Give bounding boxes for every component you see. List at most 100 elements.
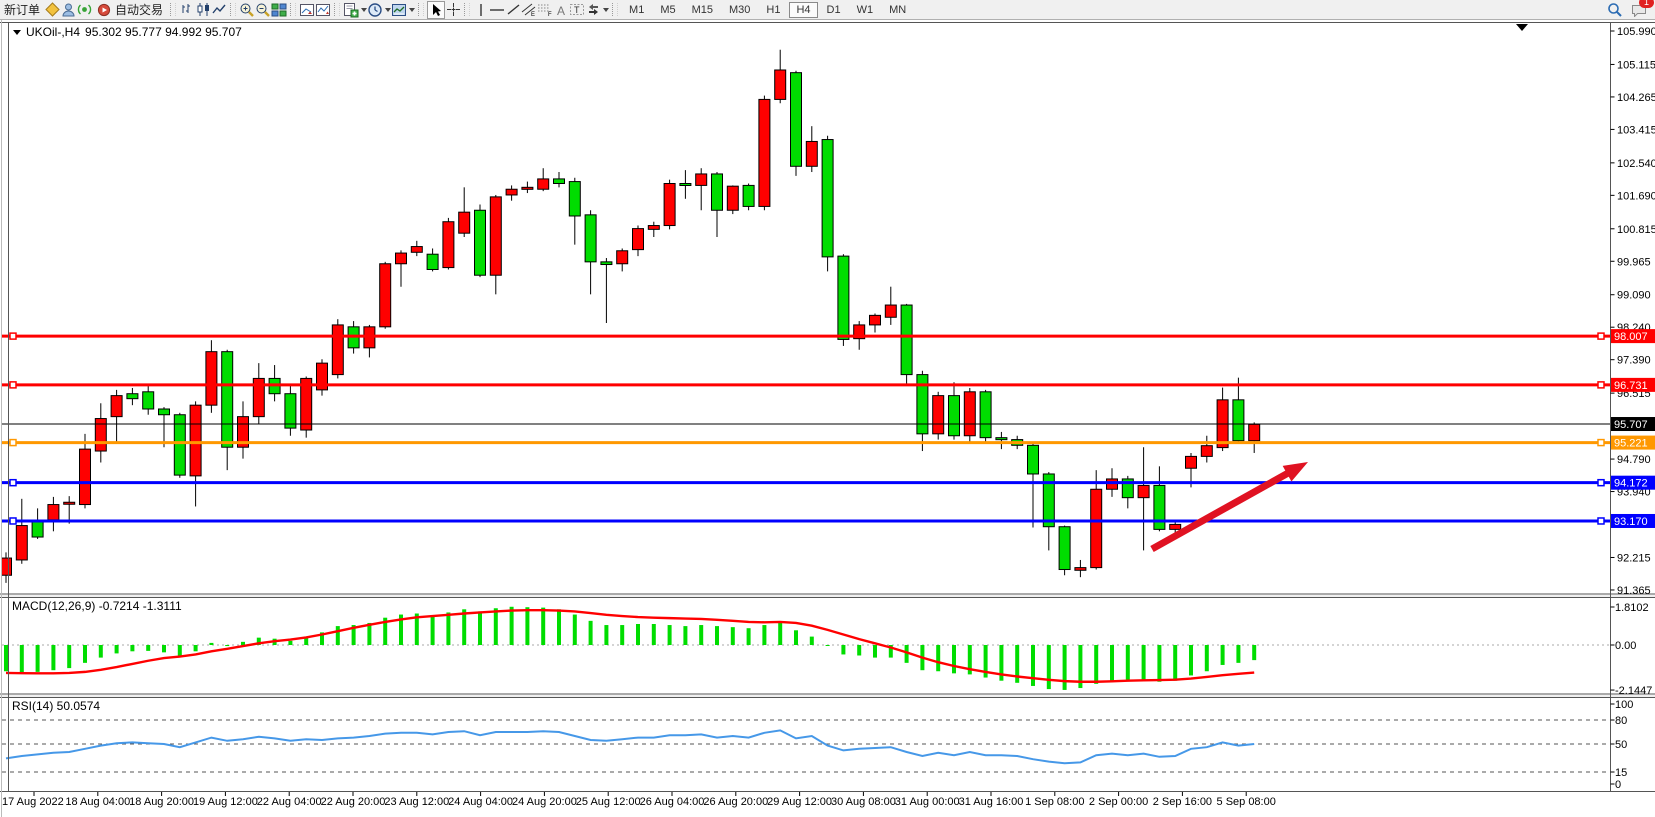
period-dropdown-caret[interactable] [385,7,392,12]
svg-text:1.8102: 1.8102 [1615,602,1649,614]
text-tool-icon[interactable]: A [553,2,569,18]
trendline-tool-icon[interactable] [505,2,521,18]
crosshair-icon[interactable] [445,2,461,18]
svg-text:31 Aug 16:00: 31 Aug 16:00 [959,796,1024,808]
timeframe-mn[interactable]: MN [882,2,913,18]
svg-text:24 Aug 04:00: 24 Aug 04:00 [448,796,513,808]
svg-text:99.965: 99.965 [1617,256,1651,268]
horizontal-line-tool-icon[interactable] [489,2,505,18]
zoom-in-icon[interactable] [239,2,255,18]
svg-text:103.415: 103.415 [1617,124,1655,136]
svg-text:23 Aug 12:00: 23 Aug 12:00 [384,796,449,808]
toolbar-grip [290,3,297,16]
timeframe-m5[interactable]: M5 [653,2,682,18]
autotrade-button[interactable]: 自动交易 [92,1,167,18]
svg-text:97.390: 97.390 [1617,355,1651,367]
chart-ohlc-values: 95.302 95.777 94.992 95.707 [85,25,242,39]
chart-window-icon[interactable] [299,2,315,18]
hline-handle [1597,438,1605,447]
svg-text:18 Aug 04:00: 18 Aug 04:00 [65,796,130,808]
coin-icon[interactable] [44,2,60,18]
svg-text:T: T [574,5,580,15]
search-icon[interactable] [1607,2,1623,18]
period-clock-icon[interactable] [367,2,383,18]
notification-badge: 1 [1639,0,1654,8]
indicator-window-icon[interactable] [315,2,331,18]
svg-text:-2.1447: -2.1447 [1615,685,1652,697]
vertical-line-tool-icon[interactable] [473,2,489,18]
timeframe-w1[interactable]: W1 [850,2,881,18]
svg-text:31 Aug 00:00: 31 Aug 00:00 [895,796,960,808]
notifications-chat-icon[interactable]: 1 [1631,0,1654,18]
add-indicator-icon[interactable] [343,2,359,18]
hline-handle [1597,332,1605,340]
svg-text:93.170: 93.170 [1614,516,1648,528]
svg-text:19 Aug 12:00: 19 Aug 12:00 [193,796,258,808]
hline-handle [1597,478,1605,487]
svg-text:30 Aug 08:00: 30 Aug 08:00 [831,796,896,808]
hline-handle [9,332,17,340]
svg-text:105.115: 105.115 [1617,59,1655,71]
tile-windows-icon[interactable] [271,2,287,18]
candlestick-chart-icon[interactable] [195,2,211,18]
svg-text:22 Aug 04:00: 22 Aug 04:00 [257,796,322,808]
symbol-dropdown-icon [13,29,21,35]
text-label-tool-icon[interactable]: T [569,2,585,18]
timeframe-d1[interactable]: D1 [820,2,848,18]
timeframe-m30[interactable]: M30 [722,2,757,18]
timeframe-h1[interactable]: H1 [759,2,787,18]
svg-text:95.707: 95.707 [1614,419,1648,431]
toolbar-grip [418,3,425,16]
svg-text:101.690: 101.690 [1617,190,1655,202]
macd-indicator-label: MACD(12,26,9) -0.7214 -1.3111 [12,599,182,613]
cursor-icon[interactable] [427,0,446,19]
svg-text:96.731: 96.731 [1614,380,1648,392]
hline-handle [9,517,17,525]
rsi-indicator-label: RSI(14) 50.0574 [12,699,101,713]
bar-chart-icon[interactable] [179,2,195,18]
chart-title[interactable]: UKOil-,H4 95.302 95.777 94.992 95.707 [13,25,242,39]
hline-handle [9,438,17,447]
svg-text:105.990: 105.990 [1617,26,1655,38]
svg-text:100.815: 100.815 [1617,224,1655,236]
svg-text:94.172: 94.172 [1614,478,1648,490]
add-indicator-dropdown-caret[interactable] [361,7,368,12]
svg-text:80: 80 [1615,715,1627,727]
timeframe-m1[interactable]: M1 [622,2,651,18]
svg-text:2 Sep 00:00: 2 Sep 00:00 [1089,796,1148,808]
template-dropdown-caret[interactable] [409,7,416,12]
arrows-dropdown-caret[interactable] [603,7,610,12]
timeframe-m15[interactable]: M15 [685,2,720,18]
svg-text:91.365: 91.365 [1617,585,1651,597]
svg-text:102.540: 102.540 [1617,158,1655,170]
svg-text:F: F [548,12,552,17]
template-icon[interactable] [391,2,407,18]
svg-text:26 Aug 20:00: 26 Aug 20:00 [703,796,768,808]
chart-symbol-period: UKOil-,H4 [26,25,81,39]
timeframe-h4[interactable]: H4 [789,1,818,18]
signal-icon[interactable] [76,2,92,18]
zoom-out-icon[interactable] [255,2,271,18]
svg-text:29 Aug 12:00: 29 Aug 12:00 [767,796,832,808]
toolbar-grip [230,3,237,16]
line-chart-icon[interactable] [211,2,227,18]
hline-handle [9,478,17,487]
arrows-tool-icon[interactable] [585,2,601,18]
svg-text:22 Aug 20:00: 22 Aug 20:00 [321,796,386,808]
svg-text:50: 50 [1615,739,1627,751]
svg-text:18 Aug 20:00: 18 Aug 20:00 [129,796,194,808]
toolbar-grip [464,3,471,16]
new-order-button[interactable]: 新订单 [0,1,44,18]
equidistant-channel-tool-icon[interactable]: E [521,2,537,18]
hline-handle [9,381,17,389]
svg-text:E: E [531,12,535,17]
svg-text:24 Aug 20:00: 24 Aug 20:00 [512,796,577,808]
svg-text:26 Aug 04:00: 26 Aug 04:00 [640,796,705,808]
fibonacci-tool-icon[interactable]: F [537,2,553,18]
hline-handle [1597,517,1605,525]
svg-text:95.221: 95.221 [1614,438,1648,450]
svg-text:92.215: 92.215 [1617,552,1651,564]
toolbar-grip [170,3,177,16]
profile-icon[interactable] [60,2,76,18]
